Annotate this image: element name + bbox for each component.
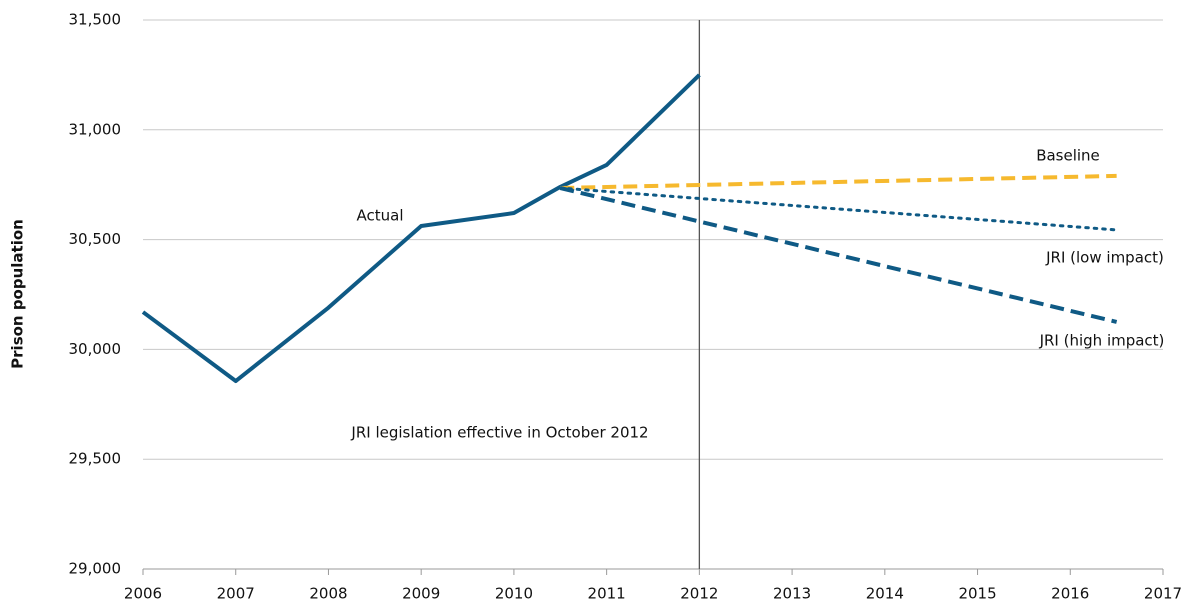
series-label: Actual [357,207,404,225]
y-axis-title: Prison population [9,219,27,369]
y-tick-label: 30,000 [69,340,122,358]
x-tick-label: 2011 [588,585,626,603]
series-line [560,173,1117,190]
y-tick-label: 31,000 [69,120,122,138]
x-tick-label: 2014 [866,585,904,603]
x-tick-label: 2008 [309,585,347,603]
series-line [141,73,701,384]
x-tick-label: 2007 [217,585,255,603]
annotation: JRI legislation effective in October 201… [350,424,648,442]
x-tick-label: 2013 [773,585,811,603]
x-tick-label: 2010 [495,585,533,603]
series-label: JRI (low impact) [1045,249,1164,267]
y-tick-label: 29,000 [69,560,122,578]
x-tick-label: 2017 [1144,585,1182,603]
series-line [558,186,1119,232]
series-label: JRI (high impact) [1039,332,1165,350]
y-tick-label: 31,500 [69,11,122,29]
series-label: Baseline [1036,147,1100,165]
x-tick-label: 2009 [402,585,440,603]
series-line [559,186,1118,324]
y-tick-label: 30,500 [69,230,122,248]
x-tick-label: 2012 [680,585,718,603]
y-tick-label: 29,500 [69,450,122,468]
x-tick-label: 2006 [124,585,162,603]
x-tick-label: 2016 [1051,585,1089,603]
x-tick-label: 2015 [958,585,996,603]
